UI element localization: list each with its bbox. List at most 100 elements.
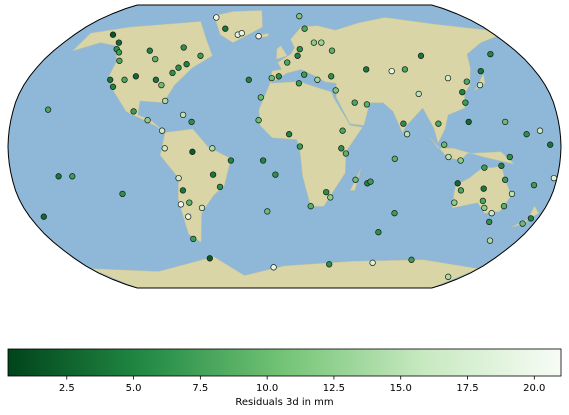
station bbox=[109, 83, 117, 90]
station bbox=[363, 66, 370, 73]
station bbox=[314, 76, 321, 83]
station bbox=[401, 66, 409, 73]
map-border bbox=[7, 4, 562, 289]
station bbox=[351, 99, 358, 106]
map bbox=[7, 4, 562, 289]
station bbox=[408, 256, 415, 263]
station bbox=[227, 157, 235, 164]
station bbox=[332, 87, 339, 94]
station bbox=[508, 190, 516, 198]
station bbox=[270, 264, 277, 271]
station bbox=[486, 237, 494, 244]
station bbox=[55, 173, 62, 180]
station bbox=[188, 118, 195, 126]
station bbox=[295, 80, 303, 87]
station bbox=[285, 131, 293, 138]
station bbox=[339, 127, 346, 134]
station bbox=[457, 157, 464, 164]
station bbox=[186, 199, 193, 206]
station bbox=[328, 47, 336, 54]
station bbox=[185, 213, 192, 220]
station bbox=[310, 39, 318, 46]
station bbox=[296, 13, 303, 20]
station bbox=[550, 174, 558, 182]
station bbox=[454, 180, 461, 187]
station bbox=[435, 120, 442, 127]
station bbox=[462, 99, 469, 106]
station bbox=[213, 14, 220, 21]
station bbox=[40, 213, 47, 220]
station bbox=[480, 185, 487, 192]
station bbox=[326, 261, 333, 268]
station bbox=[444, 74, 452, 82]
station bbox=[417, 52, 425, 59]
station bbox=[501, 176, 509, 183]
station bbox=[158, 127, 166, 134]
station bbox=[109, 31, 117, 38]
station bbox=[209, 145, 216, 152]
colorbar-tick-label: 10.0 bbox=[256, 383, 278, 394]
station bbox=[486, 218, 493, 226]
station bbox=[296, 143, 304, 150]
station bbox=[327, 194, 334, 201]
ocean bbox=[8, 5, 561, 288]
station bbox=[400, 120, 407, 127]
station bbox=[459, 88, 466, 96]
station bbox=[363, 101, 371, 108]
station bbox=[477, 67, 484, 75]
station bbox=[301, 71, 308, 78]
station bbox=[255, 33, 262, 40]
station bbox=[44, 106, 52, 113]
station bbox=[158, 81, 165, 89]
station bbox=[415, 90, 422, 98]
station bbox=[342, 150, 350, 157]
station bbox=[190, 235, 197, 243]
station bbox=[445, 153, 452, 161]
landmass bbox=[276, 45, 288, 60]
station bbox=[169, 69, 176, 77]
station bbox=[255, 117, 262, 124]
station bbox=[161, 145, 168, 152]
station bbox=[180, 44, 187, 51]
station bbox=[144, 117, 151, 124]
colorbar-tick-label: 7.5 bbox=[192, 383, 208, 394]
station bbox=[107, 76, 114, 83]
station bbox=[369, 259, 376, 266]
station bbox=[318, 39, 325, 46]
station bbox=[479, 197, 487, 205]
landmass bbox=[211, 10, 263, 43]
station bbox=[238, 30, 245, 37]
station bbox=[476, 81, 484, 89]
station bbox=[189, 148, 196, 155]
station bbox=[367, 178, 374, 185]
station bbox=[121, 76, 128, 83]
station bbox=[391, 155, 398, 162]
station bbox=[146, 47, 153, 54]
station bbox=[284, 59, 291, 66]
station bbox=[116, 57, 123, 64]
station bbox=[465, 118, 472, 126]
station bbox=[519, 220, 526, 227]
station bbox=[175, 64, 182, 71]
station bbox=[391, 210, 398, 217]
station bbox=[307, 203, 314, 210]
station bbox=[441, 141, 448, 148]
station bbox=[457, 187, 465, 194]
station bbox=[294, 52, 301, 59]
station bbox=[445, 273, 452, 280]
station bbox=[119, 190, 126, 198]
station bbox=[245, 76, 252, 83]
colorbar-tick-label: 12.5 bbox=[323, 383, 345, 394]
station bbox=[209, 171, 217, 178]
station bbox=[388, 67, 395, 75]
station bbox=[152, 76, 160, 83]
colorbar-tick-label: 2.5 bbox=[59, 383, 75, 394]
station bbox=[547, 141, 554, 148]
station bbox=[198, 204, 206, 212]
station bbox=[257, 94, 264, 101]
colorbar: 2.5 5.0 7.5 10.0 12.5 15.0 17.5 20.0 bbox=[7, 348, 562, 394]
landmass bbox=[90, 256, 480, 288]
colorbar-tick-label: 20.0 bbox=[523, 383, 545, 394]
station bbox=[175, 174, 182, 182]
